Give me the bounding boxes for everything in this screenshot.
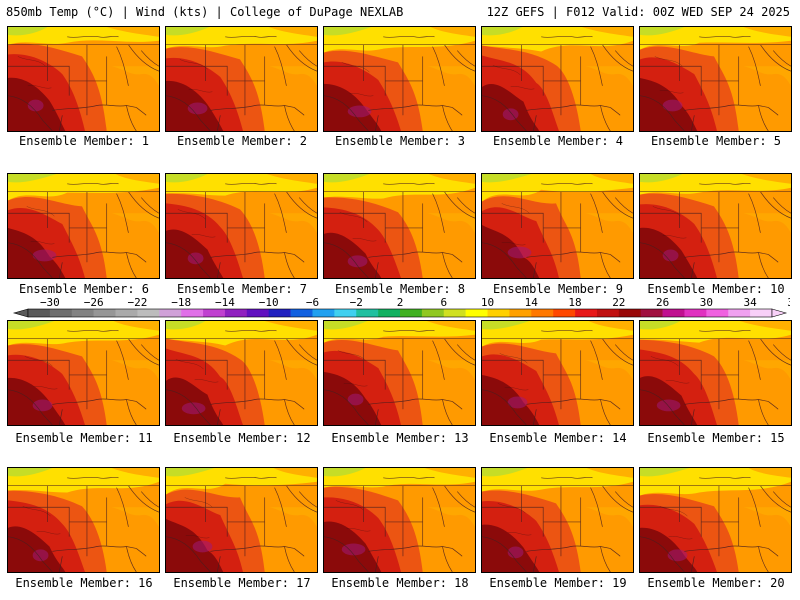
ensemble-member-caption: Ensemble Member: 11 xyxy=(15,431,153,445)
colorbar-min-arrow xyxy=(12,308,29,318)
run-info: 12Z GEFS | F012 Valid: 00Z WED SEP 24 20… xyxy=(486,5,790,19)
ensemble-member-map xyxy=(639,173,792,279)
map-title: 850mb Temp (°C) | Wind (kts) | College o… xyxy=(6,5,404,19)
colorbar-swatch xyxy=(750,309,773,317)
ensemble-member-map xyxy=(323,26,476,132)
colorbar-tick-label: −10 xyxy=(259,297,279,309)
colorbar-swatch xyxy=(596,309,620,317)
colorbar-tick-label: −22 xyxy=(127,297,147,309)
ensemble-member-map xyxy=(165,467,318,573)
colorbar-swatch xyxy=(334,309,357,317)
colorbar-swatch xyxy=(487,309,510,317)
colorbar-swatch xyxy=(553,309,576,317)
ensemble-member-caption: Ensemble Member: 3 xyxy=(334,134,466,148)
ensemble-member-caption: Ensemble Member: 1 xyxy=(18,134,150,148)
colorbar-swatch xyxy=(400,309,423,317)
ensemble-member-caption: Ensemble Member: 19 xyxy=(489,576,627,590)
colorbar-tick-label: −2 xyxy=(350,297,363,309)
colorbar-swatch xyxy=(640,309,663,317)
colorbar-tick-label: 10 xyxy=(481,297,494,309)
ensemble-member-caption: Ensemble Member: 18 xyxy=(331,576,469,590)
ensemble-member-caption: Ensemble Member: 14 xyxy=(489,431,627,445)
colorbar-tick-label: −30 xyxy=(40,297,60,309)
colorbar-tick-label: −18 xyxy=(171,297,191,309)
ensemble-member-caption: Ensemble Member: 12 xyxy=(173,431,311,445)
colorbar-tick-label: 34 xyxy=(743,297,757,309)
colorbar-swatch xyxy=(618,309,641,317)
ensemble-member-map xyxy=(165,320,318,426)
colorbar-swatch xyxy=(312,309,335,317)
ensemble-member-caption: Ensemble Member: 15 xyxy=(647,431,785,445)
ensemble-member-map xyxy=(639,320,792,426)
ensemble-member-map xyxy=(323,173,476,279)
colorbar-swatch xyxy=(115,309,138,317)
ensemble-member-caption: Ensemble Member: 6 xyxy=(18,282,150,296)
ensemble-member-map xyxy=(7,467,160,573)
temperature-colorbar: −30−26−22−18−14−10−6−2261014182226303438… xyxy=(10,297,790,321)
ensemble-member-map xyxy=(7,26,160,132)
ensemble-member-map xyxy=(481,320,634,426)
colorbar-tick-label: −14 xyxy=(215,297,235,309)
colorbar-swatch xyxy=(181,309,204,317)
colorbar-swatch xyxy=(509,309,532,317)
ensemble-member-caption: Ensemble Member: 16 xyxy=(15,576,153,590)
colorbar-swatch xyxy=(728,309,751,317)
colorbar-tick-label: 38 xyxy=(787,297,790,309)
ensemble-member-map xyxy=(481,173,634,279)
ensemble-member-caption: Ensemble Member: 9 xyxy=(492,282,624,296)
colorbar-swatch xyxy=(421,309,445,317)
colorbar-swatch xyxy=(443,309,466,317)
colorbar-tick-label: 6 xyxy=(440,297,447,309)
ensemble-member-caption: Ensemble Member: 13 xyxy=(331,431,469,445)
colorbar-swatch xyxy=(137,309,160,317)
ensemble-member-caption: Ensemble Member: 5 xyxy=(650,134,782,148)
colorbar-tick-label: 2 xyxy=(397,297,404,309)
ensemble-member-map xyxy=(165,173,318,279)
colorbar-tick-label: 30 xyxy=(700,297,713,309)
colorbar-swatch xyxy=(356,309,379,317)
ensemble-member-map xyxy=(481,26,634,132)
ensemble-member-map xyxy=(639,26,792,132)
colorbar-tick-label: −26 xyxy=(84,297,104,309)
colorbar-tick-label: 14 xyxy=(525,297,539,309)
colorbar-swatch xyxy=(246,309,269,317)
colorbar-swatch xyxy=(159,309,182,317)
ensemble-member-map xyxy=(639,467,792,573)
ensemble-member-caption: Ensemble Member: 2 xyxy=(176,134,308,148)
ensemble-member-map xyxy=(323,467,476,573)
colorbar-swatch xyxy=(93,309,116,317)
colorbar-swatch xyxy=(662,309,685,317)
colorbar-swatch xyxy=(465,309,488,317)
ensemble-member-caption: Ensemble Member: 7 xyxy=(176,282,308,296)
colorbar-swatch xyxy=(531,309,554,317)
colorbar-swatch xyxy=(706,309,729,317)
colorbar-tick-label: 18 xyxy=(568,297,581,309)
ensemble-member-map xyxy=(7,173,160,279)
colorbar-swatch xyxy=(203,309,226,317)
ensemble-member-map xyxy=(481,467,634,573)
colorbar-tick-label: 26 xyxy=(656,297,669,309)
colorbar-swatch xyxy=(71,309,94,317)
ensemble-member-map xyxy=(7,320,160,426)
ensemble-member-caption: Ensemble Member: 8 xyxy=(334,282,466,296)
colorbar-swatch xyxy=(684,309,707,317)
colorbar-swatch xyxy=(290,309,313,317)
ensemble-member-map xyxy=(165,26,318,132)
colorbar-swatch xyxy=(49,309,73,317)
ensemble-member-caption: Ensemble Member: 10 xyxy=(647,282,785,296)
colorbar-swatch xyxy=(575,309,598,317)
colorbar-swatch xyxy=(378,309,401,317)
ensemble-member-map xyxy=(323,320,476,426)
ensemble-member-caption: Ensemble Member: 20 xyxy=(647,576,785,590)
colorbar-tick-label: −6 xyxy=(306,297,319,309)
colorbar-swatch xyxy=(28,309,51,317)
ensemble-member-caption: Ensemble Member: 17 xyxy=(173,576,311,590)
colorbar-swatch xyxy=(224,309,248,317)
colorbar-swatch xyxy=(268,309,291,317)
colorbar-max-arrow xyxy=(771,308,788,318)
ensemble-member-caption: Ensemble Member: 4 xyxy=(492,134,624,148)
colorbar-tick-label: 22 xyxy=(612,297,625,309)
